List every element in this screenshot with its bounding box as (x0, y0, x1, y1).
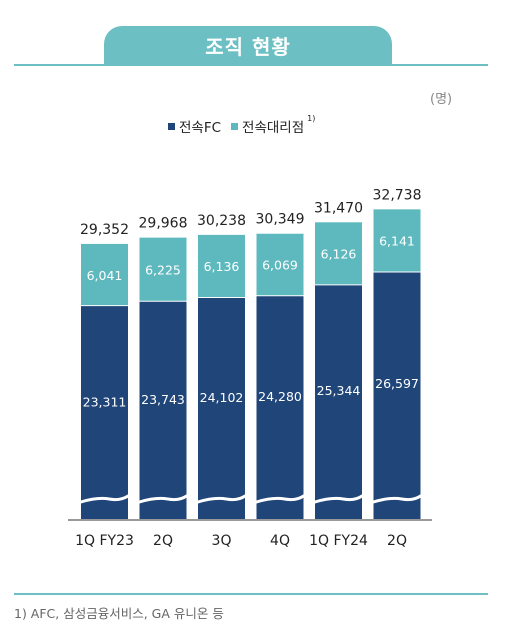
data-label-agency: 6,225 (145, 262, 181, 277)
x-tick-label: 2Q (153, 533, 173, 549)
x-tick-label: 1Q FY24 (309, 533, 368, 549)
data-label-total: 30,238 (197, 213, 246, 229)
legend-item-fc: 전속FC (168, 116, 221, 136)
bar-agency (373, 209, 421, 273)
data-label-total: 32,738 (373, 187, 422, 203)
axis-break-mark (138, 494, 188, 504)
data-label-total: 29,352 (80, 222, 129, 238)
bar-agency (198, 234, 245, 298)
data-label-agency: 6,136 (204, 259, 240, 274)
bar-agency (256, 233, 304, 296)
axis-break-mark (79, 494, 130, 504)
data-label-agency: 6,141 (379, 234, 415, 249)
bottom-divider (14, 593, 488, 595)
data-label-fc: 24,102 (200, 390, 244, 405)
legend-label-agency: 전속대리점 (242, 120, 305, 136)
page-title: 조직 현황 (205, 34, 291, 59)
axis-break-mark (313, 494, 364, 504)
data-label-agency: 6,041 (87, 268, 123, 283)
data-label-agency: 6,069 (262, 258, 298, 273)
x-tick-label: 4Q (270, 533, 290, 549)
data-label-total: 31,470 (314, 200, 363, 216)
chart-legend: 전속FC 전속대리점 1) (168, 113, 325, 136)
axis-break-mark (255, 494, 305, 504)
x-tick-label: 3Q (212, 533, 232, 549)
data-label-agency: 6,126 (321, 247, 357, 262)
bar-agency (139, 237, 187, 302)
data-label-fc: 24,280 (258, 389, 302, 404)
legend-item-agency: 전속대리점 1) (231, 113, 316, 136)
section-title-tab: 조직 현황 (104, 26, 392, 64)
data-label-total: 29,968 (139, 216, 188, 232)
top-divider (14, 64, 488, 66)
bar-fc (81, 305, 128, 519)
bar-agency (315, 222, 362, 285)
bar-fc (315, 284, 362, 519)
footnote: 1) AFC, 삼성금융서비스, GA 유니온 등 (14, 606, 224, 621)
bar-fc (373, 272, 421, 519)
legend-swatch-agency (231, 122, 239, 130)
legend-label-fc: 전속FC (179, 120, 222, 136)
data-label-fc: 25,344 (317, 383, 361, 398)
unit-label: (명) (430, 92, 453, 107)
bar-fc (198, 297, 245, 519)
data-label-fc: 26,597 (375, 376, 419, 391)
bar-agency (81, 243, 128, 306)
x-tick-label: 2Q (387, 533, 407, 549)
data-label-total: 30,349 (256, 212, 305, 228)
legend-swatch-fc (168, 122, 175, 130)
data-label-fc: 23,311 (83, 395, 127, 410)
legend-footnote-mark: 1) (307, 113, 316, 123)
x-tick-label: 1Q FY23 (75, 533, 134, 549)
bar-fc (139, 301, 187, 519)
axis-break-mark (372, 494, 422, 504)
axis-break-mark (196, 494, 247, 504)
bar-fc (256, 295, 304, 519)
data-label-fc: 23,743 (141, 392, 185, 407)
